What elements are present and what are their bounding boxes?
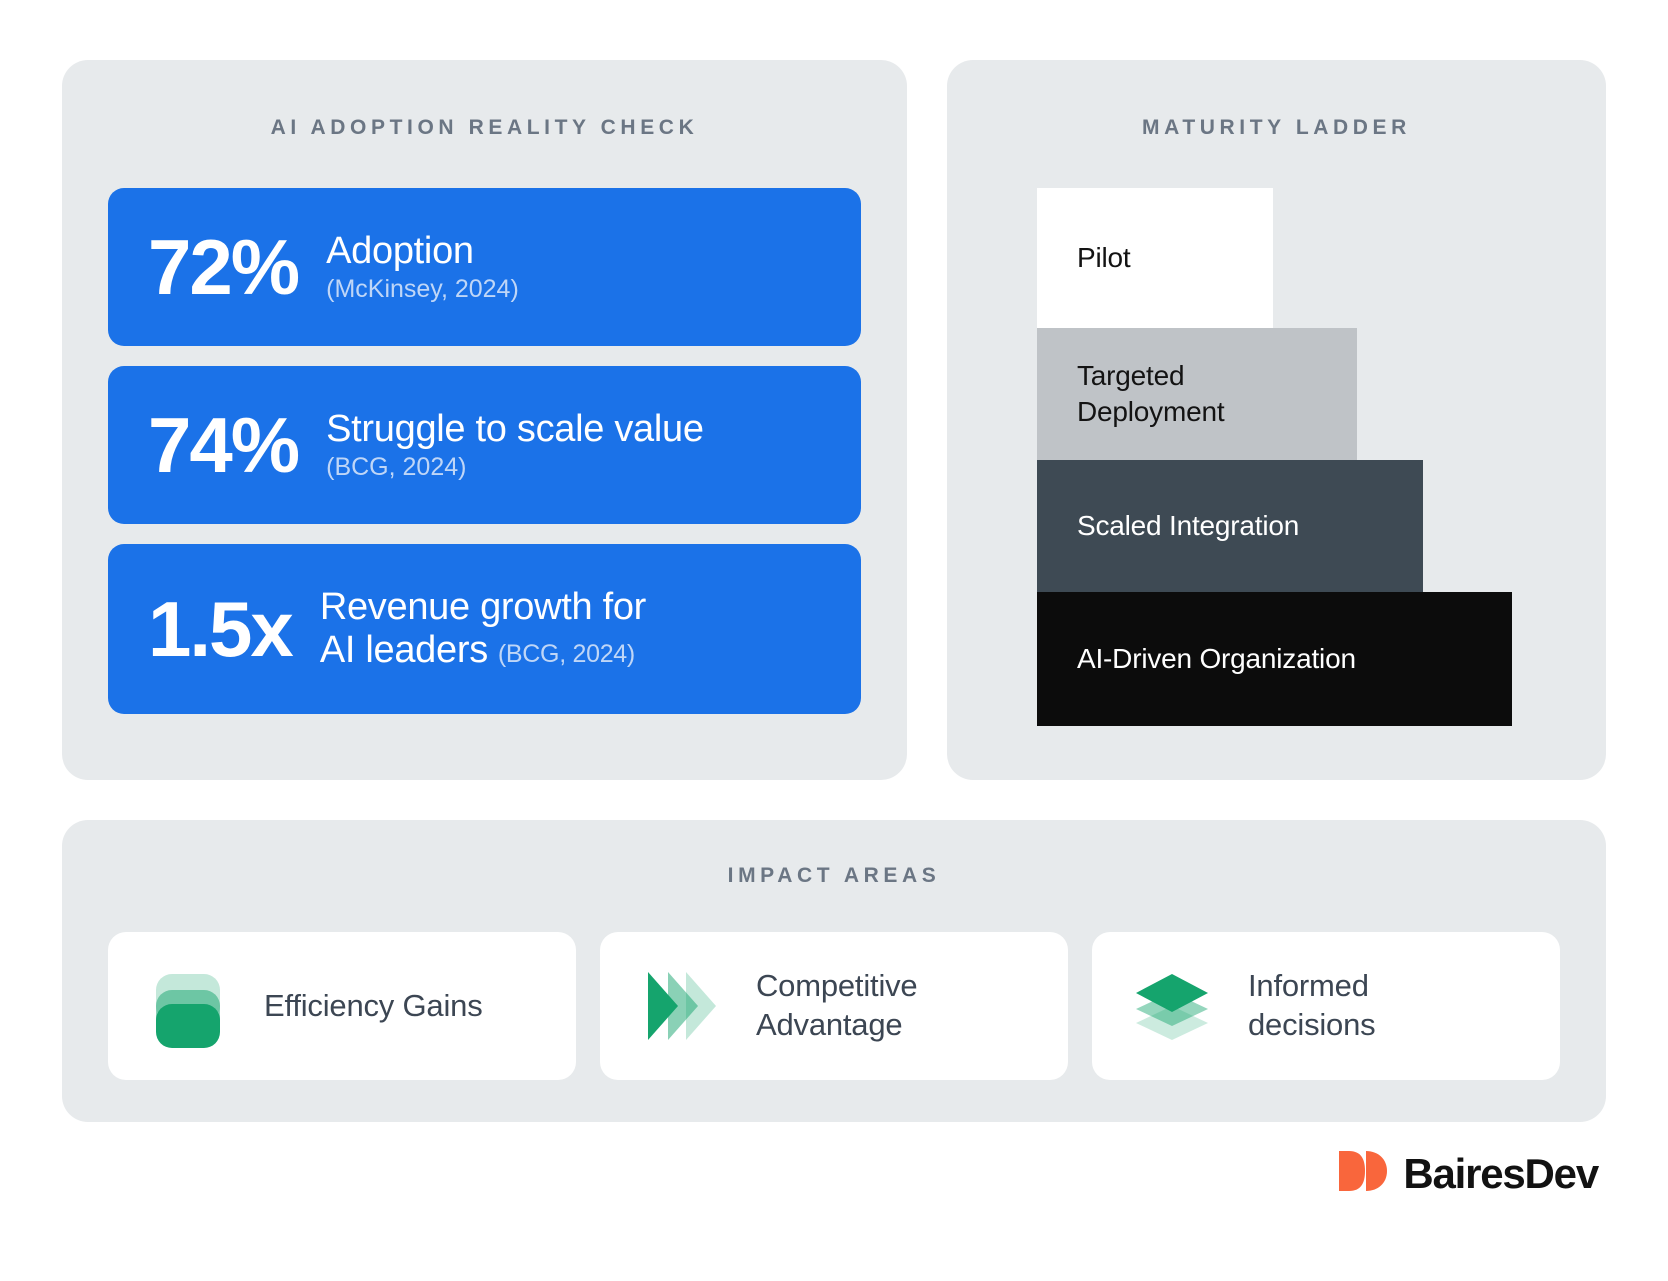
footer: BairesDev [62, 1148, 1606, 1199]
stat-body: Revenue growth for AI leaders (BCG, 2024) [319, 586, 647, 672]
ai-adoption-panel: AI ADOPTION REALITY CHECK 72% Adoption (… [62, 60, 907, 780]
impact-card-label-line1: Competitive [756, 968, 918, 1004]
stat-label-line2: AI leaders (BCG, 2024) [320, 629, 646, 672]
stat-card-adoption: 72% Adoption (McKinsey, 2024) [108, 188, 861, 346]
impact-card-label-line2: decisions [1248, 1007, 1376, 1042]
stat-label: Struggle to scale value [326, 407, 704, 450]
ladder-rung-scaled-integration: Scaled Integration [1037, 460, 1423, 592]
impact-card-label-line1: Informed [1248, 968, 1369, 1004]
bairesdev-wordmark: BairesDev [1403, 1149, 1599, 1197]
impact-card-label: Efficiency Gains [264, 987, 483, 1023]
stat-card-revenue-growth: 1.5x Revenue growth for AI leaders (BCG, … [108, 544, 861, 714]
stat-card-scale-struggle: 74% Struggle to scale value (BCG, 2024) [108, 366, 861, 524]
impact-card-list: Efficiency Gains Competitive Advantage [108, 932, 1560, 1080]
ladder-rung-pilot: Pilot [1037, 188, 1273, 328]
stat-label: Adoption [326, 229, 474, 272]
impact-card-competitive-advantage: Competitive Advantage [600, 932, 1068, 1080]
stat-source: (BCG, 2024) [497, 640, 635, 668]
ladder-rung-label: Targeted Deployment [1077, 358, 1225, 431]
stat-card-list: 72% Adoption (McKinsey, 2024) 74% Strugg… [108, 188, 861, 714]
maturity-ladder: Pilot Targeted Deployment Scaled Integra… [1037, 188, 1560, 726]
ai-adoption-panel-title: AI ADOPTION REALITY CHECK [270, 116, 699, 139]
impact-areas-panel-title: IMPACT AREAS [727, 864, 941, 887]
stat-source: (BCG, 2024) [326, 453, 467, 482]
stat-body: Adoption (McKinsey, 2024) [326, 230, 519, 305]
ladder-rung-label: Pilot [1077, 241, 1131, 273]
stacked-squares-icon [142, 960, 234, 1052]
stat-label-line2-text: AI leaders [319, 629, 488, 671]
impact-card-label-line2: Advantage [756, 1007, 903, 1042]
stat-value: 74% [148, 400, 300, 489]
ladder-rung-label-line2: Deployment [1077, 396, 1225, 427]
layers-icon [1126, 960, 1218, 1052]
stat-label-line1: Revenue growth for [319, 586, 647, 629]
ladder-rung-label: Scaled Integration [1077, 509, 1300, 541]
impact-card-informed-decisions: Informed decisions [1092, 932, 1560, 1080]
impact-card-efficiency-gains: Efficiency Gains [108, 932, 576, 1080]
maturity-ladder-panel: MATURITY LADDER Pilot Targeted Deploymen… [947, 60, 1606, 780]
impact-areas-panel: IMPACT AREAS Efficiency Gains [62, 820, 1606, 1122]
impact-card-label: Competitive Advantage [756, 967, 918, 1045]
chevrons-right-icon [634, 960, 726, 1052]
ladder-rung-targeted-deployment: Targeted Deployment [1037, 328, 1357, 460]
stat-value: 72% [148, 222, 300, 311]
top-section: AI ADOPTION REALITY CHECK 72% Adoption (… [62, 60, 1606, 780]
maturity-ladder-panel-title: MATURITY LADDER [1142, 116, 1411, 139]
ladder-rung-label-line1: Targeted [1077, 359, 1185, 391]
stat-body: Struggle to scale value (BCG, 2024) [326, 408, 704, 483]
ladder-rung-ai-driven-organization: AI-Driven Organization [1037, 592, 1512, 726]
stat-source: (McKinsey, 2024) [326, 275, 519, 304]
ladder-rung-label: AI-Driven Organization [1077, 642, 1356, 674]
bairesdev-logo-icon [1335, 1148, 1391, 1199]
stat-value: 1.5x [148, 584, 294, 673]
impact-card-label: Informed decisions [1248, 967, 1376, 1045]
